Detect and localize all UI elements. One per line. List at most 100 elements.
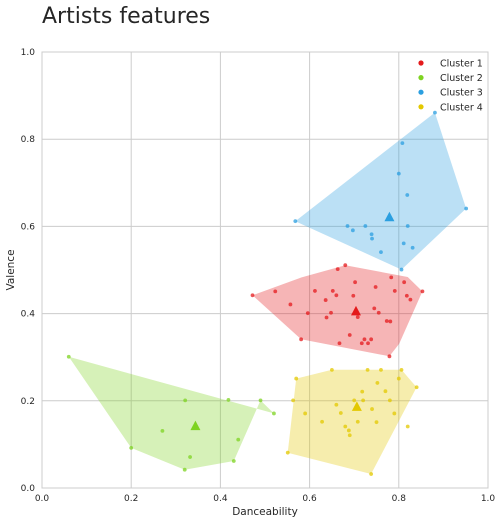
cluster-1-point — [389, 275, 394, 280]
cluster-2-point — [129, 445, 134, 450]
y-tick-labels: 0.0 0.2 0.4 0.6 0.8 1.0 — [21, 48, 36, 494]
legend-marker — [418, 75, 424, 81]
cluster-3-point — [405, 193, 410, 197]
legend-label: Cluster 2 — [440, 73, 483, 84]
cluster-1-point — [288, 302, 293, 307]
cluster-1-point — [362, 337, 367, 342]
cluster-1-point — [337, 341, 342, 346]
cluster-4-point — [360, 389, 365, 394]
cluster-1-point — [408, 297, 413, 302]
cluster-4-point — [291, 398, 295, 403]
cluster-1-point — [384, 319, 389, 323]
legend-marker — [418, 60, 424, 66]
cluster-1-point — [313, 289, 317, 293]
chart-title: Artists features — [42, 4, 210, 29]
cluster-1-point — [355, 315, 360, 319]
cluster-4-point — [343, 424, 348, 429]
x-tick-label: 0.2 — [124, 494, 138, 504]
x-tick-label: 0.8 — [392, 494, 407, 504]
x-tick-label: 0.4 — [213, 494, 228, 504]
y-tick-label: 0.0 — [21, 484, 36, 494]
cluster-4-point — [346, 428, 351, 433]
cluster-3-point — [345, 224, 350, 228]
cluster-4-point — [399, 367, 404, 372]
cluster-1-point — [402, 280, 407, 285]
cluster-1-point — [334, 293, 339, 298]
cluster-4-point — [294, 376, 299, 381]
cluster-4-point — [338, 411, 343, 415]
cluster-2-point — [160, 428, 165, 433]
cluster-1-point — [420, 289, 425, 294]
cluster-1-point — [305, 311, 310, 316]
cluster-1-point — [373, 285, 378, 289]
cluster-1-hull — [252, 265, 423, 357]
cluster-hulls — [68, 112, 467, 474]
cluster-1-point — [404, 293, 409, 298]
cluster-4-point — [347, 433, 352, 438]
cluster-1-point — [273, 289, 278, 294]
cluster-4-point — [369, 472, 374, 476]
cluster-4-point — [303, 411, 308, 416]
cluster-2-point — [188, 455, 192, 459]
cluster-4-point — [334, 402, 339, 407]
legend-marker — [418, 89, 424, 95]
cluster-4-point — [383, 389, 388, 394]
cluster-1-point — [359, 341, 364, 346]
cluster-1-point — [250, 293, 255, 298]
plot-frame — [41, 51, 489, 489]
cluster-centroids — [190, 211, 395, 431]
cluster-4-hull — [287, 369, 417, 474]
cluster-1-point — [353, 280, 357, 285]
x-axis-label: Danceability — [232, 506, 298, 518]
x-tick-labels: 0.0 0.2 0.4 0.6 0.8 1.0 — [35, 494, 496, 504]
cluster-4-point — [387, 398, 392, 403]
cluster-1-point — [388, 319, 393, 324]
cluster-4-point — [330, 367, 334, 372]
cluster-4-point — [379, 367, 383, 372]
legend: Cluster 1 Cluster 2 Cluster 3 Cluster 4 — [418, 59, 483, 113]
legend-marker — [418, 104, 424, 110]
cluster-4-point — [352, 398, 357, 403]
y-tick-label: 0.8 — [21, 135, 36, 145]
cluster-2-point — [231, 459, 236, 463]
cluster-1-centroid — [350, 305, 361, 316]
cluster-points — [66, 110, 469, 476]
cluster-1-point — [347, 333, 352, 337]
cluster-3-hull — [295, 112, 467, 270]
x-tick-label: 1.0 — [481, 494, 496, 504]
cluster-4-point — [414, 385, 419, 390]
cluster-4-point — [355, 419, 360, 424]
cluster-1-point — [335, 267, 340, 272]
legend-label: Cluster 3 — [440, 88, 483, 99]
cluster-4-point — [285, 450, 290, 455]
cluster-3-point — [464, 206, 469, 211]
cluster-1-point — [392, 289, 397, 293]
cluster-4-point — [361, 398, 366, 403]
cluster-4-point — [375, 381, 380, 385]
cluster-4-point — [365, 367, 370, 372]
cluster-2-hull — [68, 356, 274, 470]
cluster-4-point — [392, 411, 397, 416]
x-tick-label: 0.0 — [35, 494, 50, 504]
cluster-4-point — [374, 420, 379, 425]
cluster-1-point — [324, 315, 329, 320]
cluster-3-point — [433, 110, 437, 115]
cluster-3-point — [370, 236, 374, 241]
x-tick-label: 0.6 — [302, 494, 317, 504]
cluster-1-point — [376, 310, 381, 315]
cluster-3-centroid — [384, 211, 395, 222]
cluster-1-point — [372, 306, 377, 311]
y-tick-label: 0.2 — [21, 397, 35, 407]
cluster-2-point — [226, 398, 231, 402]
cluster-1-point — [343, 263, 348, 268]
cluster-3-point — [293, 219, 298, 224]
cluster-3-point — [379, 250, 383, 255]
cluster-3-point — [396, 171, 401, 176]
y-axis-label: Valence — [5, 249, 17, 290]
cluster-2-point — [236, 437, 241, 442]
cluster-4-point — [370, 407, 374, 411]
cluster-2-point — [272, 411, 276, 416]
cluster-1-point — [351, 293, 356, 298]
y-tick-label: 1.0 — [21, 48, 36, 58]
cluster-2-centroid — [190, 420, 201, 431]
